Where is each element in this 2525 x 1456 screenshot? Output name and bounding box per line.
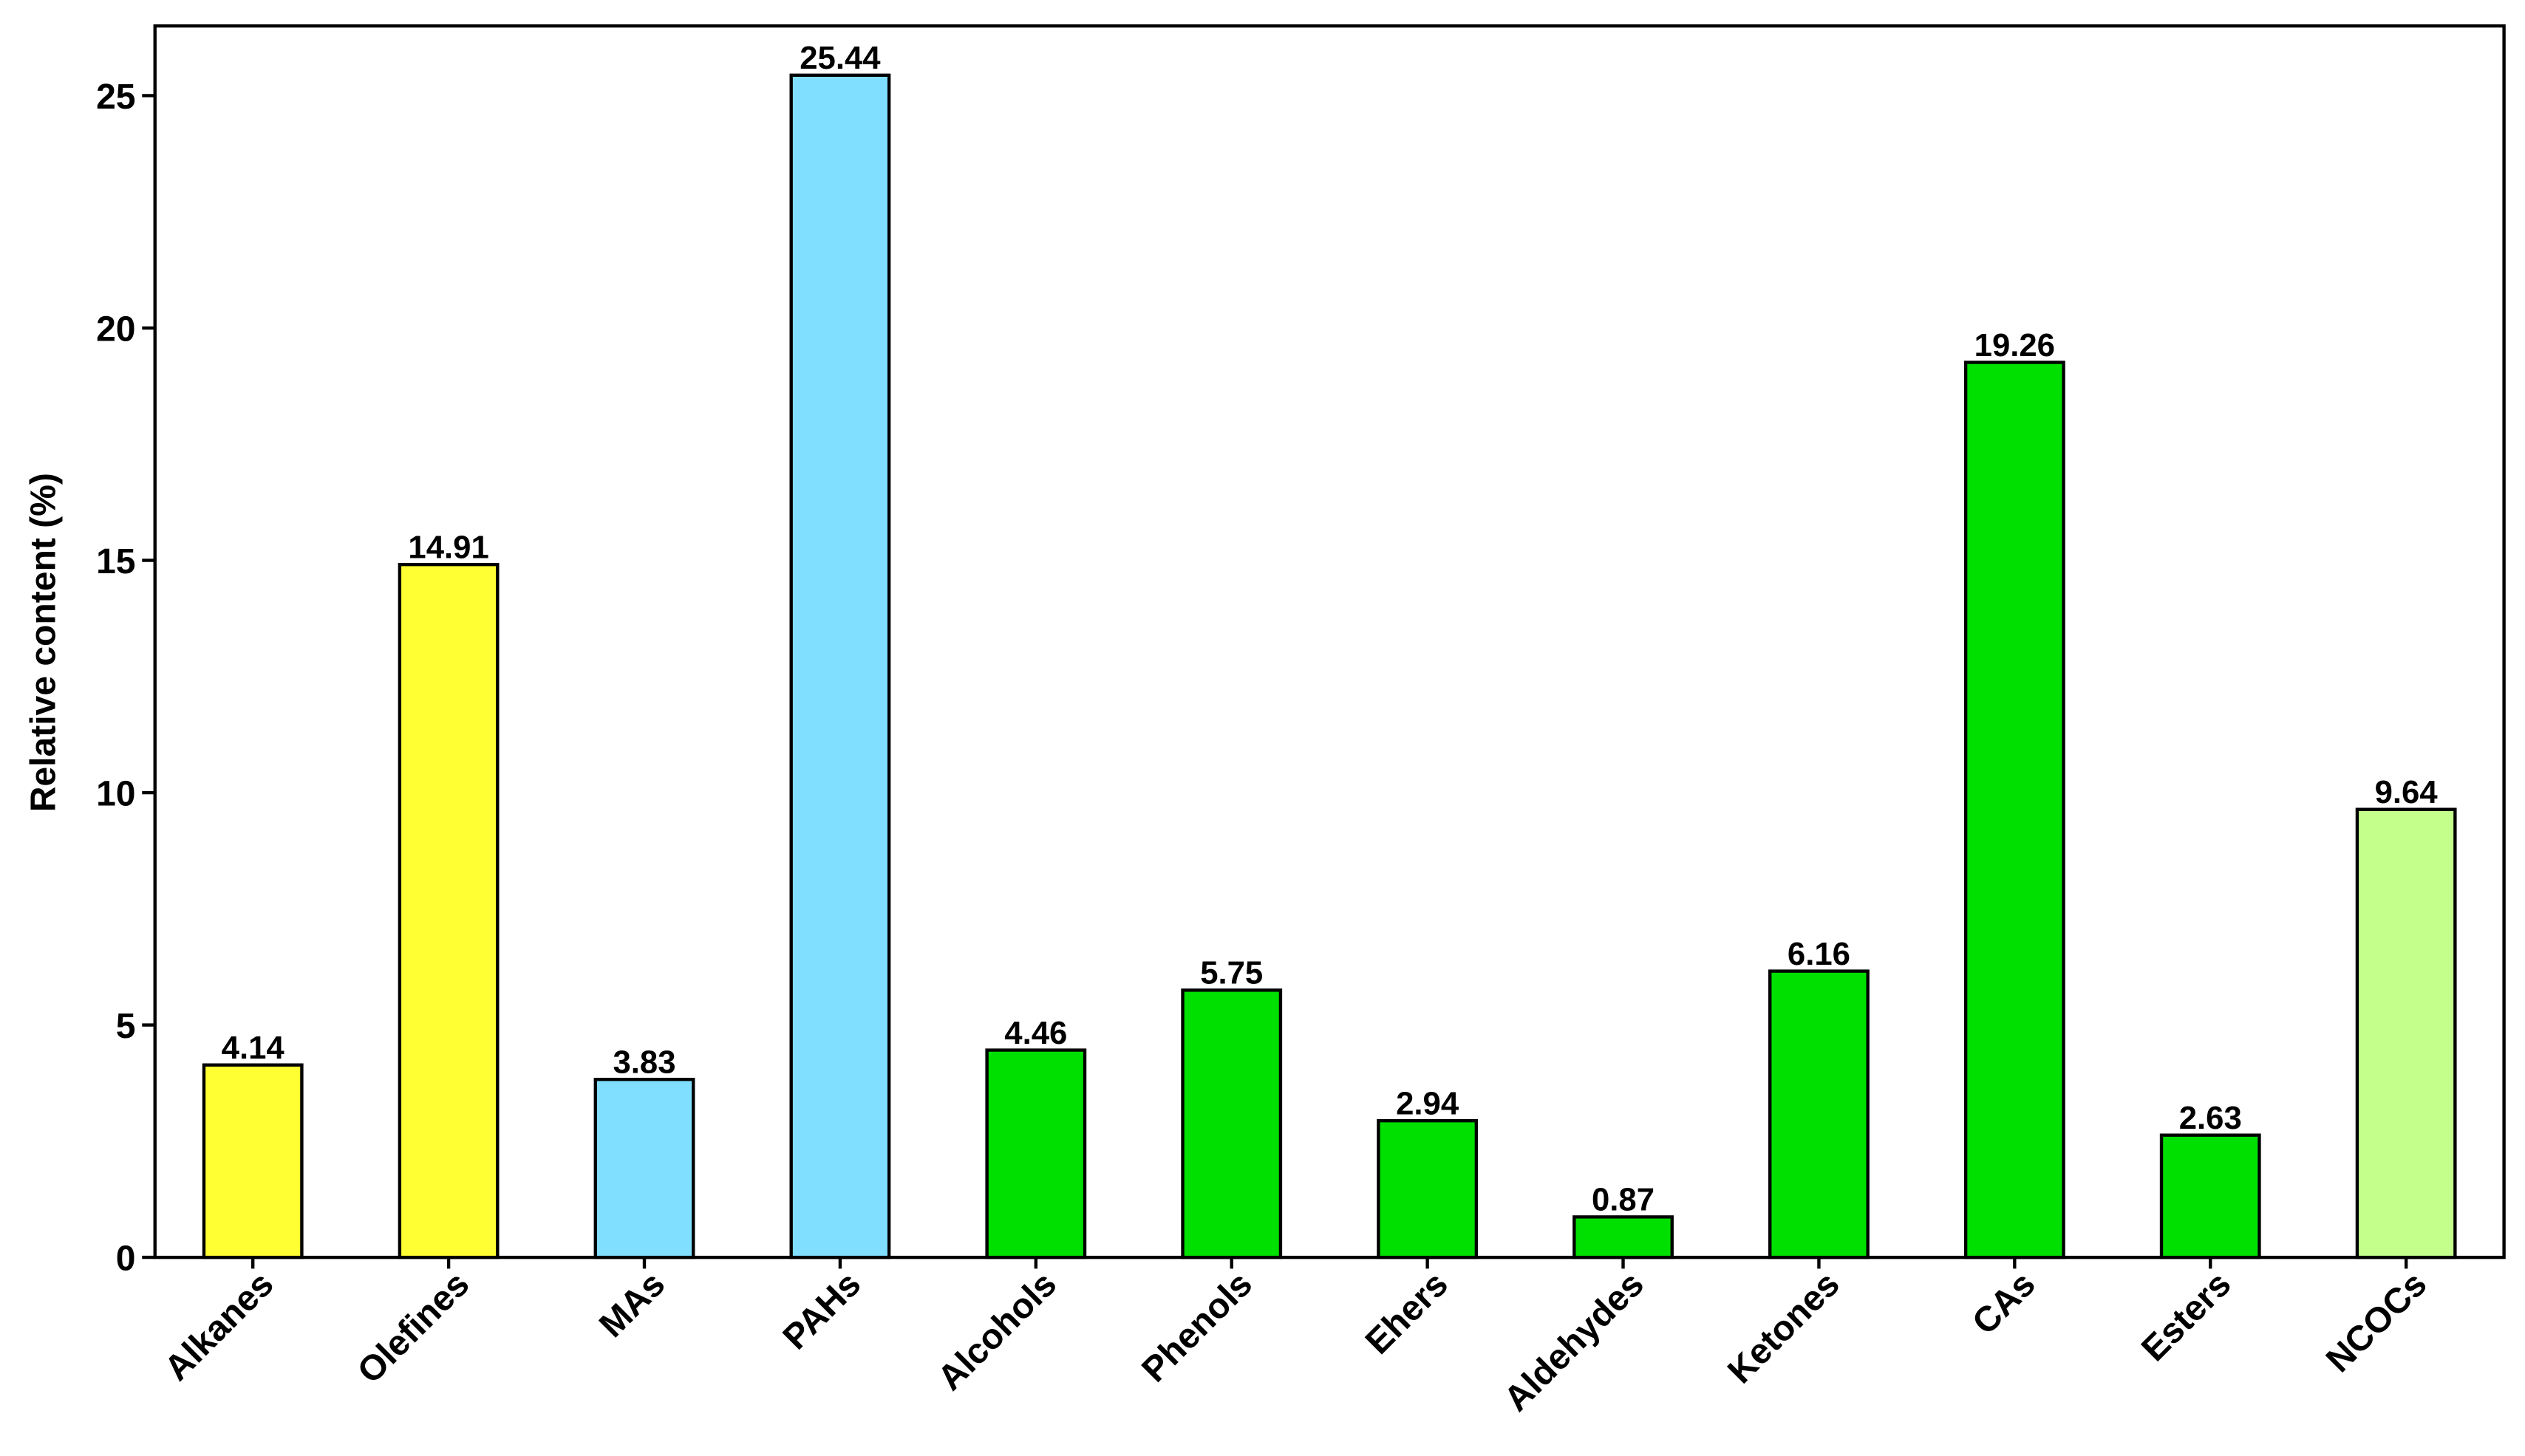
y-tick-label: 10 bbox=[96, 774, 135, 814]
value-label: 0.87 bbox=[1592, 1182, 1655, 1218]
y-tick-label: 20 bbox=[96, 309, 135, 349]
bar bbox=[1377, 1118, 1479, 1260]
x-tick-label: Olefines bbox=[350, 1264, 477, 1391]
value-label: 5.75 bbox=[1200, 955, 1263, 991]
bar bbox=[985, 1048, 1087, 1260]
value-label: 2.94 bbox=[1396, 1085, 1459, 1121]
x-tick-label: CAs bbox=[1965, 1264, 2043, 1342]
y-axis-label: Relative content (%) bbox=[23, 473, 63, 812]
y-tick-label: 15 bbox=[96, 541, 135, 581]
x-tick-label: Ehers bbox=[1357, 1264, 1456, 1362]
y-tick-label: 25 bbox=[96, 77, 135, 117]
bar bbox=[202, 1063, 304, 1260]
bar bbox=[2355, 807, 2457, 1260]
x-tick-label: Esters bbox=[2134, 1264, 2239, 1369]
bar bbox=[1181, 988, 1283, 1260]
value-label: 4.14 bbox=[222, 1030, 285, 1066]
value-label: 2.63 bbox=[2179, 1100, 2242, 1136]
x-tick-label: Alcohols bbox=[930, 1264, 1065, 1398]
x-tick-label: Alkanes bbox=[157, 1264, 282, 1389]
bar bbox=[593, 1077, 695, 1260]
value-label: 3.83 bbox=[613, 1044, 675, 1080]
value-label: 9.64 bbox=[2375, 774, 2439, 810]
value-label: 14.91 bbox=[408, 529, 488, 565]
bar bbox=[1963, 360, 2065, 1260]
x-tick-label: MAs bbox=[591, 1264, 672, 1345]
x-tick-label: Phenols bbox=[1134, 1264, 1260, 1390]
value-label: 19.26 bbox=[1974, 327, 2055, 363]
value-label: 6.16 bbox=[1788, 936, 1850, 972]
value-label: 25.44 bbox=[800, 40, 881, 76]
x-tick-label: NCOCs bbox=[2318, 1264, 2434, 1380]
bar bbox=[1768, 969, 1870, 1260]
plot-frame bbox=[153, 24, 2506, 1260]
bar bbox=[2159, 1133, 2261, 1260]
y-tick-label: 0 bbox=[116, 1239, 136, 1279]
bar bbox=[789, 73, 891, 1260]
bar bbox=[398, 563, 500, 1260]
x-tick-label: PAHs bbox=[775, 1264, 868, 1357]
value-label: 4.46 bbox=[1004, 1015, 1067, 1051]
y-tick-label: 5 bbox=[116, 1006, 136, 1046]
x-tick-label: Ketones bbox=[1720, 1264, 1847, 1391]
x-tick-label: Aldehydes bbox=[1496, 1264, 1652, 1419]
bar bbox=[1572, 1215, 1674, 1260]
